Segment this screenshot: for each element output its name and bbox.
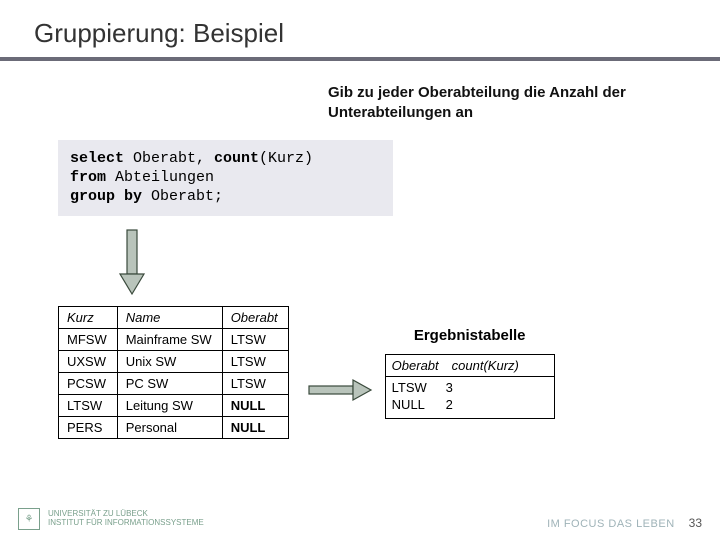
cell: NULL: [222, 417, 288, 439]
sql-text: Oberabt;: [142, 188, 223, 205]
arrow-right-icon: [307, 338, 373, 407]
footer-text: INSTITUT FÜR INFORMATIONSSYSTEME: [48, 519, 204, 528]
cell: UXSW: [59, 351, 118, 373]
result-col-header: count(Kurz): [446, 355, 554, 376]
cell: 3: [446, 379, 453, 397]
university-logo-block: ⚘ UNIVERSITÄT ZU LÜBECK INSTITUT FÜR INF…: [18, 508, 204, 530]
table-header-row: Kurz Name Oberabt: [59, 307, 289, 329]
footer-slogan: IM FOCUS DAS LEBEN: [547, 518, 675, 530]
cell: NULL: [392, 396, 446, 414]
cell: PC SW: [117, 373, 222, 395]
table-row: LTSW Leitung SW NULL: [59, 395, 289, 417]
sql-keyword: from: [70, 169, 106, 186]
university-crest-icon: ⚘: [18, 508, 40, 530]
sql-keyword: count: [214, 150, 259, 167]
sql-text: Oberabt,: [124, 150, 214, 167]
cell: Mainframe SW: [117, 329, 222, 351]
cell: LTSW: [392, 379, 446, 397]
table-row: MFSW Mainframe SW LTSW: [59, 329, 289, 351]
cell: MFSW: [59, 329, 118, 351]
cell: LTSW: [222, 373, 288, 395]
cell: PCSW: [59, 373, 118, 395]
result-title: Ergebnistabelle: [414, 327, 526, 344]
source-table: Kurz Name Oberabt MFSW Mainframe SW LTSW…: [58, 306, 289, 439]
table-row: UXSW Unix SW LTSW: [59, 351, 289, 373]
table-row: NULL 2: [392, 396, 548, 414]
result-table: Oberabt count(Kurz) LTSW 3 NULL 2: [385, 354, 555, 419]
sql-line: group by Oberabt;: [70, 188, 381, 207]
arrow-down-icon: [118, 228, 692, 298]
cell: LTSW: [222, 329, 288, 351]
sql-keyword: group by: [70, 188, 142, 205]
result-block: Ergebnistabelle Oberabt count(Kurz) LTSW…: [385, 327, 555, 419]
cell: NULL: [222, 395, 288, 417]
table-row: LTSW 3: [392, 379, 548, 397]
slide-title: Gruppierung: Beispiel: [34, 18, 692, 49]
sql-query-box: select Oberabt, count(Kurz) from Abteilu…: [58, 140, 393, 216]
cell: Personal: [117, 417, 222, 439]
table-row: PCSW PC SW LTSW: [59, 373, 289, 395]
sql-text: Abteilungen: [106, 169, 214, 186]
col-header: Kurz: [59, 307, 118, 329]
cell: Leitung SW: [117, 395, 222, 417]
cell: LTSW: [59, 395, 118, 417]
sql-line: from Abteilungen: [70, 169, 381, 188]
col-header: Name: [117, 307, 222, 329]
cell: 2: [446, 396, 453, 414]
sql-keyword: select: [70, 150, 124, 167]
sql-line: select Oberabt, count(Kurz): [70, 150, 381, 169]
cell: LTSW: [222, 351, 288, 373]
task-description: Gib zu jeder Oberabteilung die Anzahl de…: [328, 83, 668, 122]
slide-footer: ⚘ UNIVERSITÄT ZU LÜBECK INSTITUT FÜR INF…: [0, 508, 720, 530]
cell: PERS: [59, 417, 118, 439]
table-row: PERS Personal NULL: [59, 417, 289, 439]
sql-text: (Kurz): [259, 150, 313, 167]
title-rule: [0, 57, 720, 61]
col-header: Oberabt: [222, 307, 288, 329]
result-col-header: Oberabt: [386, 355, 446, 376]
cell: Unix SW: [117, 351, 222, 373]
page-number: 33: [689, 516, 702, 530]
